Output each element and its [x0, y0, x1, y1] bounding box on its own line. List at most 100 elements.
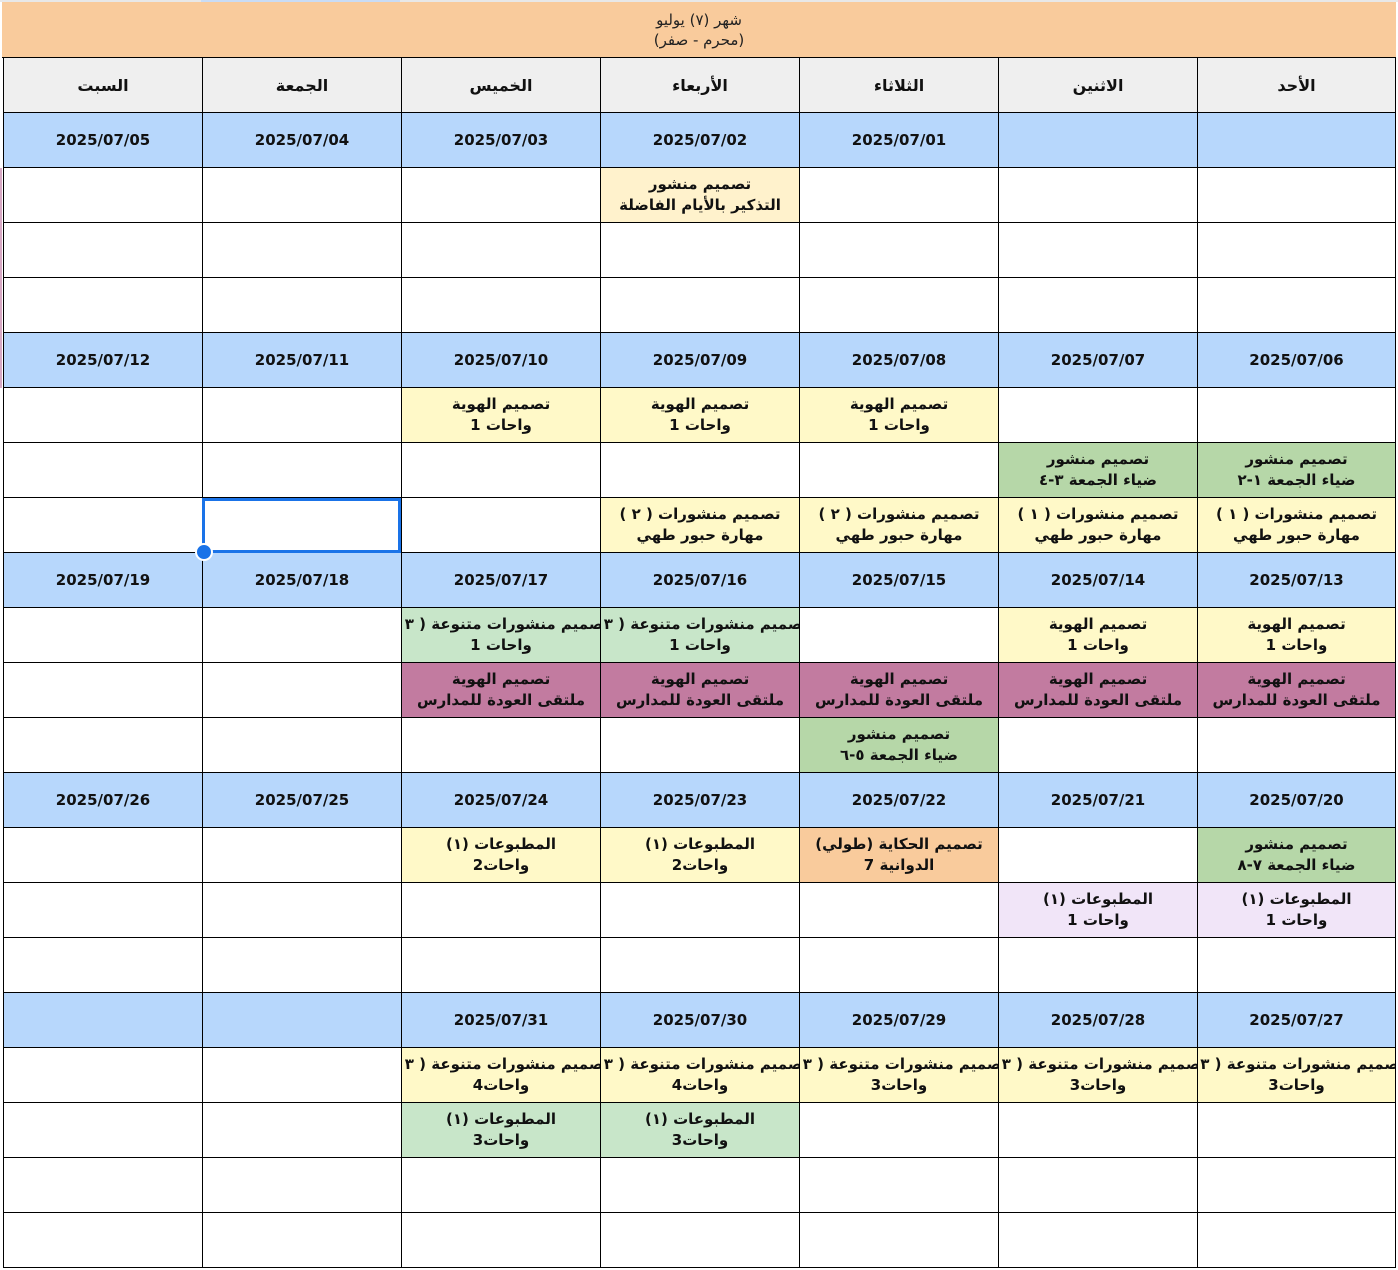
weekday-header[interactable]: الاثنين — [998, 58, 1197, 113]
empty-cell[interactable] — [799, 1103, 998, 1158]
empty-cell[interactable] — [3, 1048, 202, 1103]
task-cell[interactable]: المطبوعات (١) واحات 1 — [1197, 883, 1396, 938]
empty-cell[interactable] — [600, 718, 799, 773]
empty-cell[interactable] — [202, 168, 401, 223]
date-cell[interactable]: 2025/07/24 — [401, 773, 600, 828]
date-cell[interactable]: 2025/07/13 — [1197, 553, 1396, 608]
task-cell[interactable]: تصميم منشورات ( ٢ ) مهارة حبور طهي — [799, 498, 998, 553]
empty-cell[interactable] — [998, 1103, 1197, 1158]
empty-cell[interactable] — [3, 388, 202, 443]
empty-cell[interactable] — [401, 278, 600, 333]
date-cell[interactable]: 2025/07/23 — [600, 773, 799, 828]
task-cell[interactable]: تصميم منشور ضياء الجمعة ٧-٨ — [1197, 828, 1396, 883]
date-cell[interactable]: 2025/07/14 — [998, 553, 1197, 608]
empty-cell[interactable] — [998, 828, 1197, 883]
empty-cell[interactable] — [799, 883, 998, 938]
selected-cell[interactable] — [195, 498, 401, 561]
task-cell[interactable]: تصميم الهوية واحات 1 — [1197, 608, 1396, 663]
date-cell[interactable]: 2025/07/17 — [401, 553, 600, 608]
date-cell[interactable] — [998, 113, 1197, 168]
weekday-header[interactable]: الأربعاء — [600, 58, 799, 113]
task-cell[interactable]: المطبوعات (١) واحات2 — [600, 828, 799, 883]
task-cell[interactable]: تصميم منشورات متنوعة ( ٣ ) واحات3 — [799, 1048, 998, 1103]
date-cell[interactable]: 2025/07/09 — [600, 333, 799, 388]
empty-cell[interactable] — [202, 443, 401, 498]
weekday-header[interactable]: السبت — [3, 58, 202, 113]
empty-cell[interactable] — [799, 168, 998, 223]
empty-cell[interactable] — [3, 498, 202, 553]
empty-cell[interactable] — [998, 718, 1197, 773]
date-cell[interactable]: 2025/07/20 — [1197, 773, 1396, 828]
date-cell[interactable]: 2025/07/08 — [799, 333, 998, 388]
empty-cell[interactable] — [3, 883, 202, 938]
empty-cell[interactable] — [1197, 278, 1396, 333]
empty-cell[interactable] — [202, 938, 401, 993]
empty-cell[interactable] — [799, 938, 998, 993]
empty-cell[interactable] — [998, 278, 1197, 333]
empty-cell[interactable] — [1197, 168, 1396, 223]
task-cell[interactable]: المطبوعات (١) واحات3 — [600, 1103, 799, 1158]
empty-cell[interactable] — [401, 498, 600, 553]
empty-cell[interactable] — [202, 278, 401, 333]
empty-cell[interactable] — [202, 388, 401, 443]
empty-cell[interactable] — [600, 223, 799, 278]
task-cell[interactable]: تصميم منشور ضياء الجمعة ٥-٦ — [799, 718, 998, 773]
date-cell[interactable]: 2025/07/30 — [600, 993, 799, 1048]
empty-cell[interactable] — [998, 168, 1197, 223]
date-cell[interactable]: 2025/07/12 — [3, 333, 202, 388]
empty-cell[interactable] — [3, 663, 202, 718]
empty-cell[interactable] — [202, 1103, 401, 1158]
date-cell[interactable]: 2025/07/25 — [202, 773, 401, 828]
empty-cell[interactable] — [998, 1213, 1197, 1268]
date-cell[interactable]: 2025/07/10 — [401, 333, 600, 388]
date-cell[interactable]: 2025/07/21 — [998, 773, 1197, 828]
empty-cell[interactable] — [401, 718, 600, 773]
empty-cell[interactable] — [998, 1158, 1197, 1213]
task-cell[interactable]: تصميم منشور ضياء الجمعة ١-٢ — [1197, 443, 1396, 498]
date-cell[interactable]: 2025/07/06 — [1197, 333, 1396, 388]
weekday-header[interactable]: الجمعة — [202, 58, 401, 113]
date-cell[interactable]: 2025/07/18 — [202, 553, 401, 608]
date-cell[interactable]: 2025/07/31 — [401, 993, 600, 1048]
weekday-header[interactable]: الخميس — [401, 58, 600, 113]
task-cell[interactable]: المطبوعات (١) واحات 1 — [998, 883, 1197, 938]
task-cell[interactable]: تصميم الهوية ملتقى العودة للمدارس — [600, 663, 799, 718]
task-cell[interactable]: تصميم الهوية ملتقى العودة للمدارس — [1197, 663, 1396, 718]
empty-cell[interactable] — [401, 1213, 600, 1268]
empty-cell[interactable] — [202, 883, 401, 938]
empty-cell[interactable] — [3, 938, 202, 993]
empty-cell[interactable] — [1197, 223, 1396, 278]
empty-cell[interactable] — [3, 168, 202, 223]
empty-cell[interactable] — [3, 718, 202, 773]
empty-cell[interactable] — [1197, 938, 1396, 993]
empty-cell[interactable] — [799, 1158, 998, 1213]
empty-cell[interactable] — [1197, 1213, 1396, 1268]
empty-cell[interactable] — [401, 443, 600, 498]
fill-handle[interactable] — [195, 543, 213, 561]
empty-cell[interactable] — [600, 278, 799, 333]
empty-cell[interactable] — [401, 223, 600, 278]
empty-cell[interactable] — [401, 168, 600, 223]
weekday-header[interactable]: الأحد — [1197, 58, 1396, 113]
task-cell[interactable]: تصميم الهوية واحات 1 — [600, 388, 799, 443]
date-cell[interactable]: 2025/07/15 — [799, 553, 998, 608]
task-cell[interactable]: المطبوعات (١) واحات3 — [401, 1103, 600, 1158]
task-cell[interactable]: تصميم منشورات ( ١ ) مهارة حبور طهي — [998, 498, 1197, 553]
month-title-cell[interactable]: شهر (٧) يوليو (محرم - صفر) — [2, 2, 1396, 58]
empty-cell[interactable] — [401, 1158, 600, 1213]
task-cell[interactable]: تصميم منشورات متنوعة ( ٣ ) واحات3 — [998, 1048, 1197, 1103]
empty-cell[interactable] — [3, 1103, 202, 1158]
task-cell[interactable]: تصميم منشور التذكير بالأيام الفاضلة — [600, 168, 799, 223]
task-cell[interactable]: تصميم الهوية واحات 1 — [998, 608, 1197, 663]
empty-cell[interactable] — [998, 388, 1197, 443]
task-cell[interactable]: تصميم منشورات متنوعة ( ٣ ) واحات4 — [401, 1048, 600, 1103]
date-cell[interactable]: 2025/07/02 — [600, 113, 799, 168]
empty-cell[interactable] — [600, 443, 799, 498]
date-cell[interactable]: 2025/07/28 — [998, 993, 1197, 1048]
task-cell[interactable]: تصميم منشورات متنوعة ( ٣ ) واحات 1 — [600, 608, 799, 663]
date-cell[interactable]: 2025/07/27 — [1197, 993, 1396, 1048]
empty-cell[interactable] — [202, 223, 401, 278]
empty-cell[interactable] — [600, 883, 799, 938]
empty-cell[interactable] — [3, 1213, 202, 1268]
empty-cell[interactable] — [799, 278, 998, 333]
